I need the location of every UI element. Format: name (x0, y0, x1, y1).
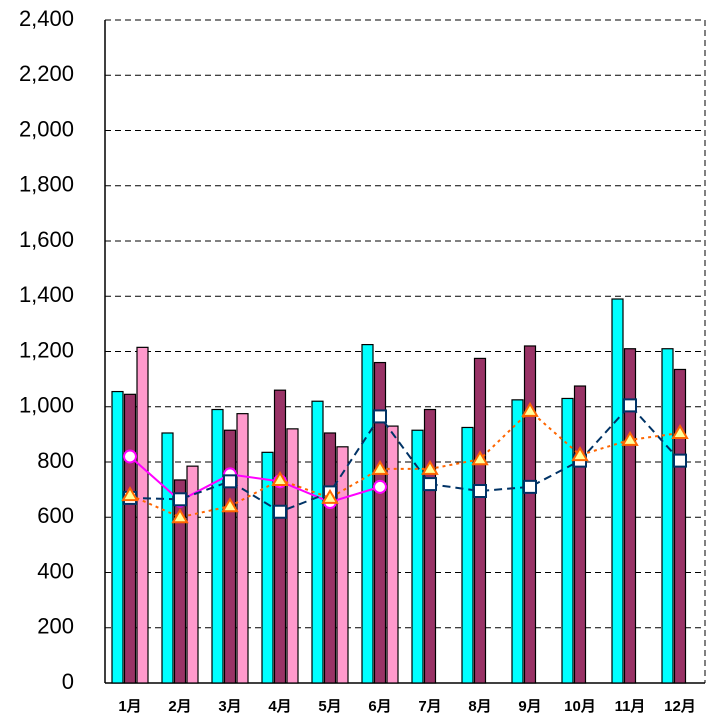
bar (311, 400, 324, 684)
marker (223, 474, 237, 489)
y-tick-label: 600 (37, 503, 74, 528)
y-tick-label: 800 (37, 448, 74, 473)
y-tick-label: 1,800 (19, 172, 74, 197)
bar (673, 368, 687, 684)
bar (611, 298, 624, 684)
x-tick-label: 7月 (418, 698, 441, 715)
bar (573, 385, 587, 684)
x-tick-label: 12月 (664, 698, 696, 715)
line (129, 409, 681, 519)
marker (221, 497, 239, 513)
marker (523, 479, 537, 494)
marker (121, 486, 139, 502)
marker (671, 424, 689, 439)
bar (186, 465, 199, 684)
bar (273, 389, 287, 684)
x-tick-label: 11月 (615, 698, 646, 715)
bar (523, 345, 537, 684)
bar (286, 428, 299, 684)
bar (211, 408, 224, 684)
bar (561, 397, 574, 684)
x-tick-label: 6月 (368, 698, 391, 715)
marker (473, 484, 487, 499)
x-tick-label: 5月 (318, 698, 341, 715)
marker (373, 479, 387, 494)
bar (111, 390, 124, 684)
bar (661, 348, 674, 684)
marker (123, 449, 137, 464)
marker (471, 450, 489, 466)
y-tick-label: 2,000 (19, 116, 74, 141)
bar (411, 429, 424, 684)
bar (136, 346, 149, 684)
y-tick-label: 0 (62, 669, 74, 694)
x-tick-label: 2月 (168, 698, 191, 715)
x-tick-label: 3月 (218, 698, 241, 715)
y-tick-label: 1,400 (19, 282, 74, 307)
marker (623, 398, 637, 413)
marker (171, 508, 189, 524)
x-tick-label: 4月 (268, 698, 291, 715)
y-tick-label: 1,000 (19, 393, 74, 418)
bar (161, 432, 174, 684)
marker (423, 477, 437, 492)
marker (621, 430, 639, 446)
marker (371, 459, 389, 475)
x-tick-label: 1月 (118, 698, 141, 715)
marker (421, 459, 439, 475)
marker (273, 504, 287, 519)
bar (473, 357, 487, 684)
bar (373, 361, 387, 684)
x-tick-label: 8月 (468, 698, 491, 715)
marker (271, 470, 289, 486)
y-tick-label: 2,400 (19, 6, 74, 31)
line (129, 403, 681, 513)
y-tick-label: 200 (37, 614, 74, 639)
bar (323, 432, 337, 684)
bar (336, 446, 349, 684)
y-tick-label: 400 (37, 558, 74, 583)
line (129, 455, 381, 504)
marker (173, 492, 187, 507)
bar (623, 348, 637, 684)
bar (223, 429, 237, 684)
x-tick-label: 10月 (564, 698, 596, 715)
y-tick-label: 2,200 (19, 61, 74, 86)
y-tick-label: 1,600 (19, 227, 74, 252)
bar (423, 408, 437, 684)
marker (673, 453, 687, 468)
marker (521, 401, 539, 417)
marker (373, 409, 387, 424)
bar (361, 343, 374, 684)
bar (461, 426, 474, 684)
bar (123, 393, 137, 684)
bar (511, 399, 524, 684)
bar (173, 479, 187, 684)
marker (321, 488, 339, 504)
bar (386, 425, 399, 684)
marker (571, 446, 589, 462)
x-tick-label: 9月 (518, 698, 541, 715)
bar (261, 451, 274, 684)
y-tick-label: 1,200 (19, 337, 74, 362)
bar (236, 413, 249, 684)
